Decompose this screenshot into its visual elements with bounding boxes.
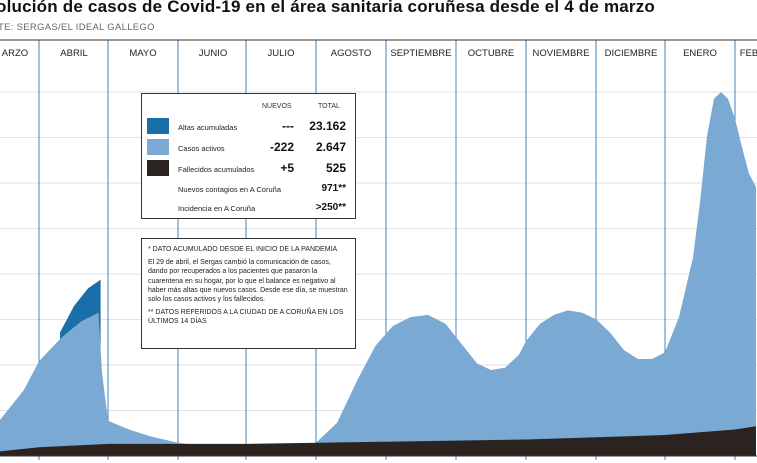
note-city-data: ** DATOS REFERIDOS A LA CIUDAD DE A CORU… bbox=[148, 309, 344, 326]
note-april-change: El 29 de abril, el Sergas cambió la comu… bbox=[148, 259, 348, 304]
legend-new-value: +5 bbox=[280, 161, 294, 175]
legend-row-fallecidos: Fallecidos acumulados +5 525 bbox=[142, 160, 355, 180]
month-label: ENERO bbox=[683, 48, 717, 59]
area-fallecidos-acumulados bbox=[0, 426, 756, 456]
legend-new-value: --- bbox=[282, 119, 294, 133]
legend-total-value: 2.647 bbox=[315, 140, 346, 154]
legend-header-new: NUEVOS bbox=[262, 103, 292, 110]
notes-box: * DATO ACUMULADO DESDE EL INICIO DE LA P… bbox=[141, 238, 356, 349]
legend-label: Casos activos bbox=[178, 144, 225, 153]
legend-total-value: 525 bbox=[325, 161, 346, 175]
legend-row-contagios: Nuevos contagios en A Coruña 971** bbox=[142, 180, 355, 200]
legend-row-activos: Casos activos -222 2.647 bbox=[142, 139, 355, 159]
month-label: JULIO bbox=[268, 48, 295, 59]
month-label: SEPTIEMBRE bbox=[390, 48, 451, 59]
chart-source: TE: SERGAS/EL IDEAL GALLEGO bbox=[0, 22, 155, 33]
legend-label: Altas acumuladas bbox=[178, 123, 238, 132]
month-label: FEB bbox=[740, 48, 757, 59]
legend-swatch-altas bbox=[147, 118, 169, 134]
month-label: OCTUBRE bbox=[468, 48, 514, 59]
month-label: JUNIO bbox=[199, 48, 228, 59]
legend-header-total: TOTAL bbox=[318, 103, 340, 110]
legend-label: Fallecidos acumulados bbox=[178, 165, 255, 174]
legend-new-value: -222 bbox=[269, 140, 294, 154]
gridlines bbox=[0, 91, 757, 411]
legend-box: NUEVOS TOTAL Altas acumuladas --- 23.162… bbox=[141, 93, 356, 219]
legend-label: Nuevos contagios en A Coruña bbox=[178, 185, 281, 194]
month-label: ABRIL bbox=[60, 48, 87, 59]
month-label: MAYO bbox=[129, 48, 156, 59]
month-labels: ARZO ABRIL MAYO JUNIO JULIO AGOSTO SEPTIEMBRE O… bbox=[2, 48, 757, 59]
legend-row-incidencia: Incidencia en A Coruña >250** bbox=[142, 199, 355, 219]
legend-total-value: 971** bbox=[321, 183, 346, 194]
chart-title: olución de casos de Covid-19 en el área … bbox=[0, 0, 656, 16]
legend-label: Incidencia en A Coruña bbox=[178, 204, 256, 213]
legend-total-value: 23.162 bbox=[309, 119, 346, 133]
month-label: DICIEMBRE bbox=[605, 48, 658, 59]
legend-row-altas: Altas acumuladas --- 23.162 bbox=[142, 118, 355, 138]
month-label: AGOSTO bbox=[331, 48, 371, 59]
legend-swatch-fallecidos bbox=[147, 160, 169, 176]
area-altas-acumuladas bbox=[60, 279, 101, 349]
month-label: ARZO bbox=[2, 48, 28, 59]
legend-total-value: >250** bbox=[315, 202, 346, 213]
note-cumulative: * DATO ACUMULADO DESDE EL INICIO DE LA P… bbox=[148, 246, 338, 253]
month-label: NOVIEMBRE bbox=[532, 48, 589, 59]
area-casos-activos bbox=[0, 92, 756, 456]
legend-swatch-activos bbox=[147, 139, 169, 155]
